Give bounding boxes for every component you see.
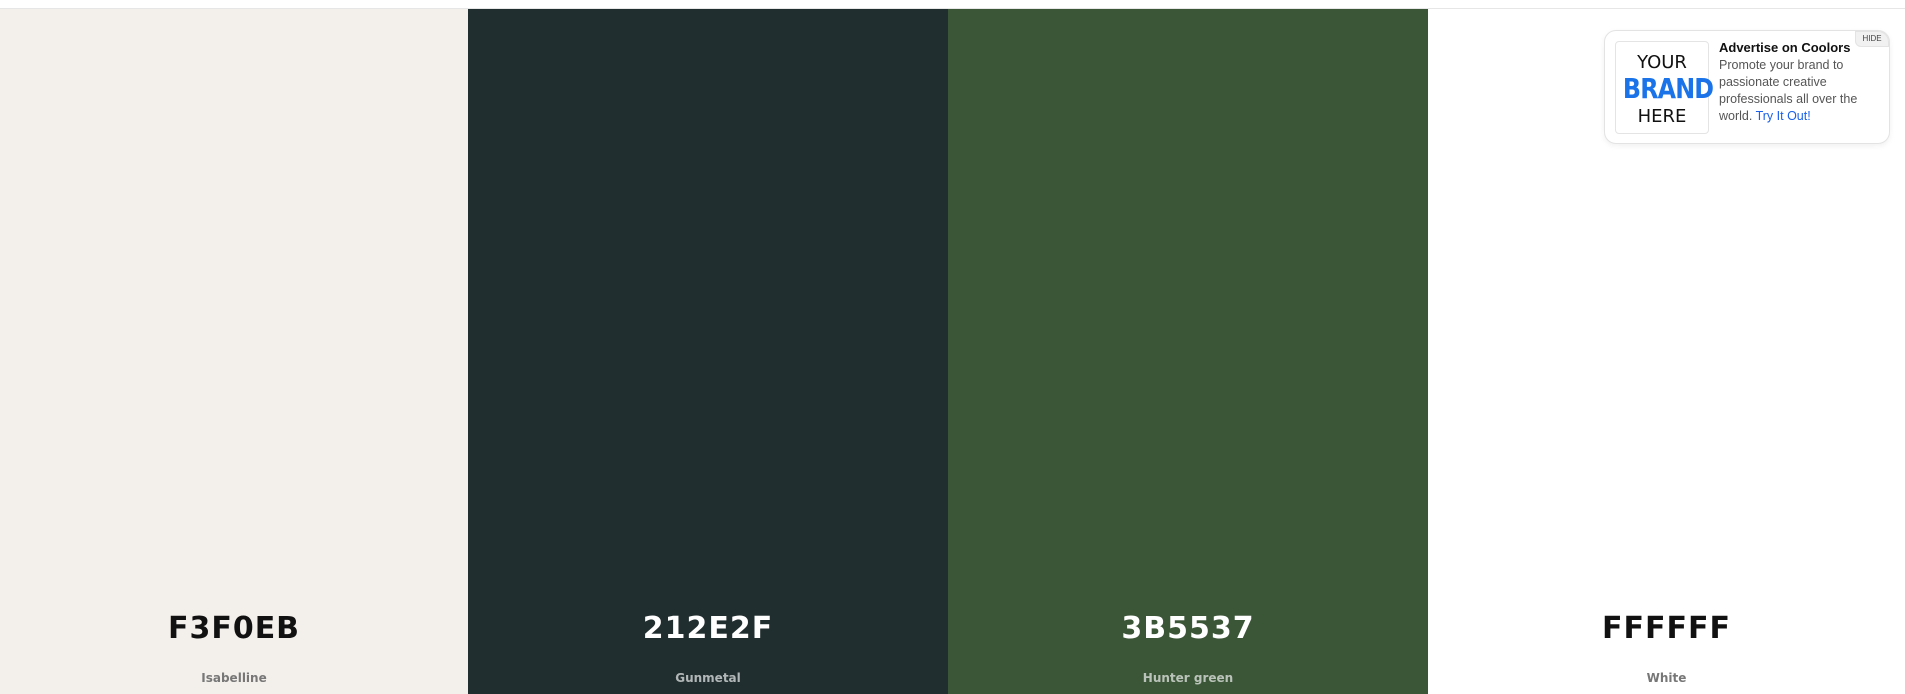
color-name[interactable]: Gunmetal <box>675 671 741 685</box>
color-name[interactable]: White <box>1646 671 1687 685</box>
ad-body-text: Promote your brand to passionate creativ… <box>1719 58 1858 123</box>
try-it-out-link[interactable]: Try It Out! <box>1755 109 1811 123</box>
color-swatch-gunmetal[interactable]: 212E2F Gunmetal <box>468 9 948 694</box>
color-hex-code[interactable]: FFFFFF <box>1602 611 1731 646</box>
color-swatch-isabelline[interactable]: F3F0EB Isabelline <box>0 9 468 694</box>
color-swatch-hunter-green[interactable]: 3B5537 Hunter green <box>948 9 1428 694</box>
palette: F3F0EB Isabelline 212E2F Gunmetal 3B5537… <box>0 9 1905 694</box>
color-name[interactable]: Isabelline <box>201 671 267 685</box>
color-hex-code[interactable]: 3B5537 <box>1121 611 1255 646</box>
color-hex-code[interactable]: F3F0EB <box>167 611 301 646</box>
color-hex-code[interactable]: 212E2F <box>642 611 774 646</box>
logo-text-line: YOUR <box>1637 52 1687 73</box>
brand-placeholder-logo[interactable]: YOUR BRAND HERE <box>1615 41 1714 134</box>
advertisement-card: YOUR BRAND HERE Advertise on Coolors Pro… <box>1604 30 1890 144</box>
logo-text-line: HERE <box>1637 106 1687 127</box>
color-name[interactable]: Hunter green <box>1142 671 1234 685</box>
ad-description: Promote your brand to passionate creativ… <box>1719 57 1879 125</box>
ad-title: Advertise on Coolors <box>1719 40 1851 55</box>
hide-ad-button[interactable]: HIDE <box>1855 31 1889 47</box>
logo-text-line: BRAND <box>1622 72 1714 105</box>
top-bar <box>0 0 1905 9</box>
